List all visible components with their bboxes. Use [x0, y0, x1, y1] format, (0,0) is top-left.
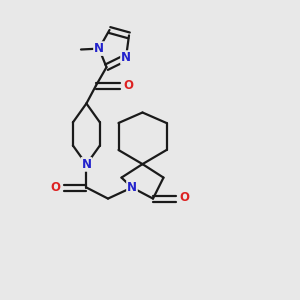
Text: N: N	[81, 158, 92, 171]
Text: N: N	[127, 181, 137, 194]
Text: N: N	[121, 51, 131, 64]
Text: O: O	[123, 79, 134, 92]
Text: N: N	[94, 42, 104, 55]
Text: O: O	[50, 181, 60, 194]
Text: O: O	[179, 190, 189, 204]
